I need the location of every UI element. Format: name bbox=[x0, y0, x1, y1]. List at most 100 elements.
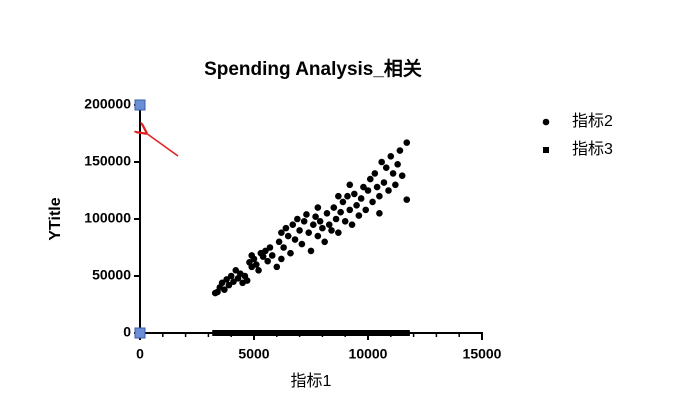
point bbox=[287, 249, 294, 257]
point bbox=[337, 208, 344, 216]
y-tick-label: 150000 bbox=[84, 153, 131, 169]
point bbox=[259, 253, 267, 260]
point bbox=[278, 330, 285, 336]
point bbox=[351, 190, 358, 198]
point bbox=[323, 210, 331, 217]
point bbox=[403, 196, 411, 203]
x-tick-label: 15000 bbox=[463, 346, 502, 362]
point bbox=[380, 179, 388, 186]
point bbox=[373, 183, 381, 191]
point bbox=[339, 198, 347, 206]
point bbox=[332, 215, 340, 223]
point bbox=[278, 229, 285, 236]
point bbox=[278, 255, 285, 263]
point bbox=[325, 221, 333, 228]
point bbox=[252, 261, 260, 268]
legend-label: 指标3 bbox=[572, 140, 613, 158]
point bbox=[307, 247, 315, 255]
point bbox=[280, 244, 287, 251]
selection-handle[interactable] bbox=[134, 327, 146, 339]
point bbox=[543, 147, 549, 153]
point bbox=[248, 252, 256, 259]
x-tick-label: 5000 bbox=[238, 346, 269, 362]
point bbox=[321, 238, 328, 246]
point bbox=[355, 212, 363, 219]
point bbox=[309, 221, 317, 228]
point bbox=[389, 170, 397, 177]
point bbox=[291, 236, 299, 243]
point bbox=[314, 232, 322, 240]
point bbox=[269, 330, 276, 336]
point bbox=[218, 279, 226, 287]
point bbox=[376, 192, 383, 200]
point bbox=[312, 213, 319, 221]
point bbox=[394, 160, 401, 168]
y-tick-label: 100000 bbox=[84, 210, 131, 226]
plot-area: 0 50000 100000 150000 200000 0 5000 10000 15000 指… bbox=[84, 96, 613, 362]
point bbox=[316, 217, 324, 225]
point bbox=[211, 289, 219, 297]
point bbox=[328, 227, 335, 234]
point bbox=[255, 267, 262, 274]
point bbox=[232, 267, 240, 274]
point bbox=[248, 330, 255, 336]
point bbox=[346, 181, 354, 189]
selection-handle[interactable] bbox=[134, 99, 146, 111]
point bbox=[378, 158, 385, 166]
point bbox=[403, 139, 411, 146]
point bbox=[403, 330, 410, 336]
y-tick-label: 0 bbox=[123, 324, 131, 340]
point bbox=[212, 330, 219, 336]
point bbox=[243, 277, 251, 284]
legend-label: 指标2 bbox=[572, 112, 613, 130]
point bbox=[221, 286, 228, 293]
point bbox=[289, 221, 297, 228]
point bbox=[305, 229, 313, 236]
point bbox=[385, 187, 392, 194]
point bbox=[376, 330, 383, 336]
x-tick-label: 10000 bbox=[349, 346, 388, 362]
arrow bbox=[146, 133, 179, 157]
point bbox=[298, 240, 306, 248]
point bbox=[348, 221, 356, 228]
point bbox=[353, 202, 360, 209]
chart-title: Spending Analysis_相关 bbox=[204, 57, 422, 80]
point bbox=[314, 204, 322, 211]
y-axis-title: YTitle bbox=[47, 197, 64, 240]
point bbox=[346, 206, 354, 214]
point bbox=[227, 272, 235, 280]
x-tick-label: 0 bbox=[136, 346, 144, 362]
point bbox=[282, 224, 290, 232]
point bbox=[396, 147, 404, 154]
point bbox=[268, 252, 276, 259]
point bbox=[382, 164, 390, 171]
point bbox=[275, 238, 283, 246]
point bbox=[294, 215, 301, 223]
point bbox=[262, 247, 269, 255]
point bbox=[330, 204, 338, 211]
point bbox=[314, 330, 321, 336]
point bbox=[284, 232, 292, 240]
x-axis-title: 指标1 bbox=[291, 372, 332, 390]
point bbox=[296, 227, 303, 234]
y-tick-label: 50000 bbox=[92, 267, 131, 283]
point bbox=[225, 281, 233, 289]
point bbox=[376, 210, 383, 217]
point bbox=[335, 192, 342, 200]
point bbox=[223, 276, 230, 283]
point bbox=[303, 211, 310, 218]
point bbox=[335, 330, 342, 336]
point bbox=[398, 172, 406, 179]
point bbox=[357, 195, 365, 202]
point bbox=[273, 263, 281, 271]
point bbox=[366, 175, 374, 183]
point bbox=[369, 198, 376, 206]
point bbox=[346, 330, 353, 336]
point bbox=[344, 192, 351, 200]
point bbox=[264, 257, 271, 265]
point bbox=[300, 217, 308, 225]
point bbox=[364, 187, 372, 194]
y-tick-label: 200000 bbox=[84, 96, 131, 112]
point bbox=[360, 183, 367, 191]
point bbox=[362, 206, 370, 214]
